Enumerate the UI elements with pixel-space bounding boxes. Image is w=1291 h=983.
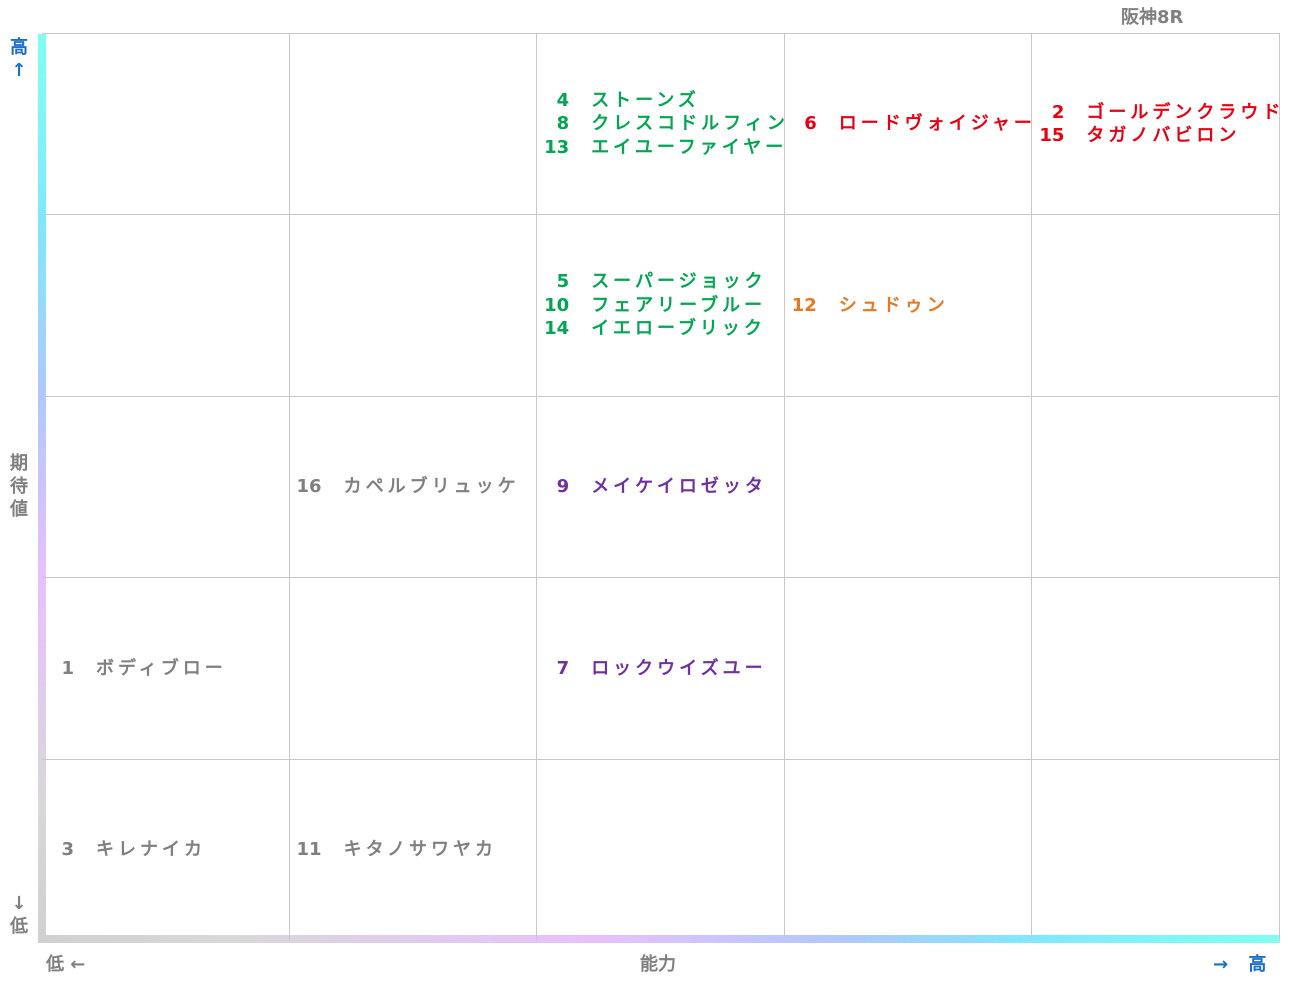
horse-number: 10 [544,294,570,316]
horse-number: 7 [556,657,570,679]
horse-entry: 5 スーパージョック [537,270,784,294]
horse-number: 6 [804,113,817,135]
horse-name: カペルブリュッケ [343,476,520,498]
horse-name: エイユーファイヤー [591,136,788,158]
horse-name: ロックウイズユー [591,657,767,679]
horse-number: 3 [61,839,74,861]
horse-number: 2 [1051,101,1065,123]
horse-entry: 10 フェアリーブルー [537,294,784,318]
grid-cell [784,758,1033,940]
horse-entry: 9 メイケイロゼッタ [537,475,784,499]
horse-number: 1 [61,657,74,679]
grid-cell [1032,577,1280,759]
grid-cell [537,758,785,940]
grid-cell [784,395,1033,578]
horse-entry: 8 クレスコドルフィン [537,112,785,136]
horse-entry: 11 キタノサワヤカ [290,838,537,862]
grid-cell [42,33,290,215]
horse-number: 15 [1039,125,1065,147]
grid-cell: 2 ゴールデンクラウド 15 タガノバビロン [1032,33,1281,215]
horse-name: スーパージョック [591,271,767,293]
grid-cell [784,577,1033,759]
title: 阪神8R [1121,7,1184,28]
horse-entry: 14 イエローブリック [537,317,784,341]
horse-entry: 16 カペルブリュッケ [290,475,537,499]
x-axis-title: 能力 [640,954,676,975]
horse-entry: 15 タガノバビロン [1032,124,1279,148]
horse-name: ロードヴォイジャー [838,113,1036,135]
horse-name: クレスコドルフィン [591,113,789,135]
horse-name: ゴールデンクラウド [1086,101,1285,123]
grid-cell: 9 メイケイロゼッタ [537,395,785,578]
y-axis-low: ↓低 [10,893,28,937]
horse-number: 11 [296,839,322,861]
x-axis-bar [38,935,1280,943]
horse-entry: 12 シュドゥン [785,294,1032,318]
grid-cell: 7 ロックウイズユー [537,577,785,759]
y-axis-bar [38,34,46,942]
grid-cell [289,214,538,396]
horse-name: フェアリーブルー [591,294,767,316]
horse-number: 13 [544,136,570,158]
x-axis-high: → 高 [1213,954,1267,975]
horse-number: 9 [556,476,570,498]
horse-entry: 4 ストーンズ [537,89,784,113]
horse-entry: 13 エイユーファイヤー [537,136,784,160]
horse-number: 4 [556,89,570,111]
grid-cell [1032,214,1280,396]
horse-number: 16 [296,476,322,498]
horse-entry: 6 ロードヴォイジャー [785,112,1032,136]
grid-cell [42,214,290,396]
horse-number: 5 [556,271,570,293]
grid-cell: 12 シュドゥン [784,214,1033,396]
grid-cell: 5 スーパージョック 10 フェアリーブルー 14 イエローブリック [537,214,785,396]
horse-number: 12 [791,294,817,316]
y-axis-title: 期待値 [10,453,28,520]
grid-cell: 6 ロードヴォイジャー [784,33,1033,215]
horse-entry: 1 ボディブロー [42,657,289,681]
y-axis-high: 高↑ [10,37,28,81]
horse-entry: 2 ゴールデンクラウド [1032,101,1281,125]
grid-cell [289,33,538,215]
grid-cell: 1 ボディブロー [42,577,290,759]
horse-name: イエローブリック [591,318,766,340]
horse-entry: 3 キレナイカ [42,838,289,862]
grid-cell [1032,758,1280,940]
horse-name: メイケイロゼッタ [591,476,767,498]
horse-entry: 7 ロックウイズユー [537,657,784,681]
horse-name: ボディブロー [96,657,227,679]
horse-name: ストーンズ [591,89,700,111]
horse-number: 8 [556,113,570,135]
horse-name: キタノサワヤカ [343,839,498,861]
grid-cell: 4 ストーンズ 8 クレスコドルフィン 13 エイユーファイヤー [537,33,785,215]
horse-name: シュドゥン [838,294,949,316]
grid-cell [289,577,538,759]
horse-name: キレナイカ [96,839,206,861]
horse-number: 14 [544,318,570,340]
horse-name: タガノバビロン [1086,125,1241,147]
x-axis-low: 低 ← [46,954,86,975]
grid-cell: 3 キレナイカ [42,758,290,940]
grid-cell: 16 カペルブリュッケ [289,395,538,578]
grid-cell [42,395,290,578]
grid-cell: 11 キタノサワヤカ [289,758,538,940]
grid-cell [1032,395,1280,578]
